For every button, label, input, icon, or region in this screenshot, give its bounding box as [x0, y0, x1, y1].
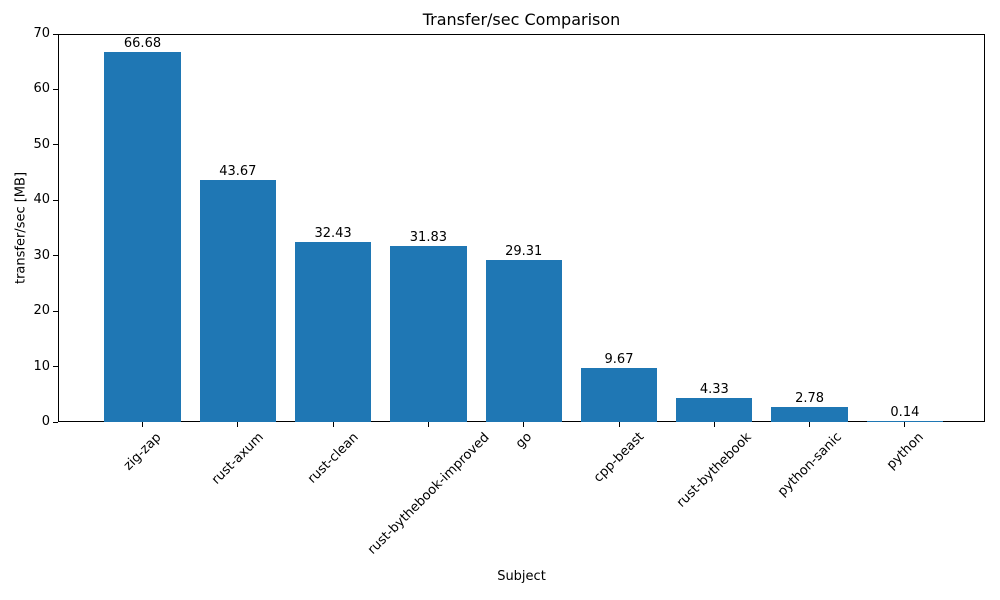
x-tick-mark [523, 422, 525, 427]
x-tick-label: rust-bythebook [674, 429, 755, 511]
y-tick-mark [53, 144, 58, 146]
x-tick-mark [618, 422, 620, 427]
x-tick-mark [904, 422, 906, 427]
y-tick-mark [53, 366, 58, 368]
x-tick-label: python [883, 429, 927, 473]
y-tick-label: 20 [33, 303, 50, 319]
bar-go [485, 259, 562, 422]
y-tick-label: 10 [33, 358, 50, 374]
bar-rust-clean [294, 242, 372, 422]
x-tick-label: rust-axum [208, 430, 267, 488]
y-tick-mark [53, 310, 58, 312]
bar-rust-axum [199, 179, 276, 422]
y-axis-label: transfer/sec [MB] [13, 171, 29, 285]
bar-value-label: 0.14 [890, 405, 920, 421]
chart-title: Transfer/sec Comparison [422, 10, 621, 29]
x-tick-mark [142, 422, 143, 427]
x-tick-label: rust-clean [304, 429, 362, 487]
x-tick-mark [713, 422, 715, 427]
x-tick-mark [332, 422, 334, 427]
bar-python [866, 421, 944, 422]
x-axis-label: Subject [497, 569, 546, 584]
x-tick-label: cpp-beast [591, 429, 648, 486]
y-tick-label: 0 [41, 414, 50, 429]
x-tick-label: python-sanic [774, 430, 845, 500]
bar-zig-zap [104, 52, 181, 422]
bar-value-label: 66.68 [123, 36, 162, 52]
y-tick-mark [53, 255, 58, 257]
bar-value-label: 2.78 [795, 390, 825, 406]
bar-rust-bythebook-improved [390, 245, 467, 422]
x-tick-label: go [512, 429, 535, 452]
y-tick-label: 60 [33, 81, 50, 97]
y-tick-mark [53, 88, 58, 90]
bar-value-label: 9.67 [604, 352, 634, 368]
y-tick-mark [53, 421, 58, 423]
bar-value-label: 31.83 [409, 229, 447, 245]
bar-value-label: 4.33 [699, 381, 729, 397]
bar-value-label: 32.43 [314, 226, 352, 242]
y-tick-label: 40 [33, 192, 50, 208]
y-tick-mark [53, 33, 58, 35]
x-tick-mark [809, 422, 811, 427]
y-tick-label: 30 [33, 247, 50, 263]
bar-value-label: 43.67 [219, 163, 257, 179]
bar-python-sanic [771, 406, 848, 422]
y-tick-mark [53, 199, 58, 201]
x-tick-label: zig-zap [120, 429, 165, 474]
y-tick-label: 70 [33, 26, 50, 41]
x-tick-mark [237, 422, 239, 427]
bar-value-label: 29.31 [505, 243, 543, 259]
x-tick-label: rust-bythebook-improved [364, 429, 493, 558]
bar-cpp-beast [580, 368, 658, 422]
y-tick-label: 50 [33, 136, 50, 152]
bar-rust-bythebook [676, 397, 753, 422]
x-tick-mark [427, 422, 429, 427]
